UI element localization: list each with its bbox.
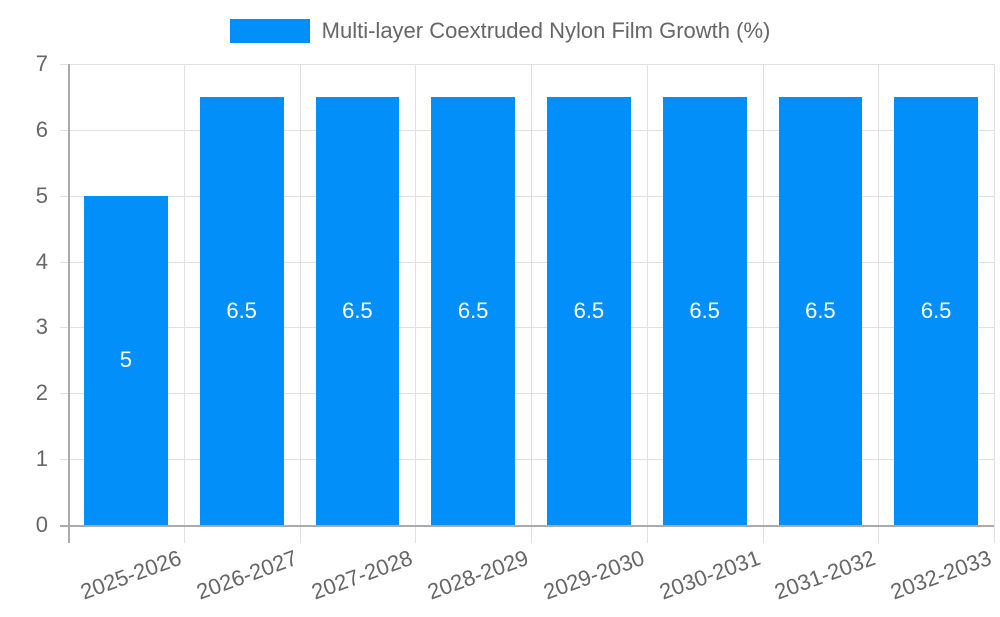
y-tick-label: 1 — [35, 446, 48, 472]
y-tick-label: 6 — [35, 116, 48, 142]
x-tick-label: 2027-2028 — [308, 545, 416, 605]
gridline-vertical — [994, 64, 995, 543]
bar[interactable] — [778, 96, 863, 525]
bar[interactable] — [547, 96, 631, 525]
gridline-horizontal — [60, 262, 994, 263]
chart-legend[interactable]: Multi-layer Coextruded Nylon Film Growth… — [0, 18, 1000, 44]
gridline-horizontal — [60, 393, 994, 394]
bar-value-label: 6.5 — [342, 297, 373, 323]
x-tick-label: 2028-2029 — [424, 545, 532, 605]
x-tick-label: 2031-2032 — [771, 545, 879, 605]
bar-value-label: 6.5 — [920, 297, 952, 323]
legend-label: Multi-layer Coextruded Nylon Film Growth… — [321, 18, 771, 43]
legend-swatch — [229, 19, 310, 43]
bar-value-label: 6.5 — [457, 297, 489, 323]
bar-chart: 0 1 2 3 4 5 6 7 5 6.5 6.5 6.5 6.5 6.5 6.5 6.5 2025-2026 2… — [35, 51, 995, 604]
gridline-vertical — [415, 64, 416, 543]
gridline-horizontal — [60, 130, 994, 131]
x-tick-label: 2025-2026 — [76, 545, 185, 605]
x-tick-label: 2029-2030 — [539, 545, 648, 605]
gridline-horizontal — [60, 196, 994, 197]
bar-value-label: 6.5 — [573, 297, 605, 323]
bar[interactable] — [84, 195, 168, 525]
gridline-vertical — [300, 64, 301, 543]
gridline-vertical — [184, 64, 185, 543]
bar[interactable] — [431, 96, 515, 525]
bar-value-label: 6.5 — [689, 297, 720, 323]
y-tick-label: 7 — [35, 51, 48, 76]
bar[interactable] — [894, 96, 978, 525]
gridline-horizontal — [60, 64, 994, 65]
y-tick-label: 4 — [35, 248, 48, 274]
y-tick-label: 2 — [35, 380, 48, 406]
y-tick-label: 0 — [35, 512, 48, 537]
y-tick-label: 5 — [35, 182, 48, 208]
gridline-vertical — [647, 64, 648, 543]
x-tick-label: 2032-2033 — [887, 545, 995, 605]
bar[interactable] — [315, 96, 400, 525]
x-axis — [60, 525, 994, 527]
y-axis — [68, 64, 70, 543]
gridline-vertical — [531, 64, 532, 543]
gridline-vertical — [763, 64, 764, 543]
gridline-horizontal — [60, 327, 994, 328]
bar[interactable] — [199, 96, 284, 525]
bar-value-label: 5 — [119, 347, 132, 373]
gridline-vertical — [878, 64, 879, 543]
y-tick-label: 3 — [35, 314, 48, 340]
bar[interactable] — [662, 96, 747, 525]
bar-value-label: 6.5 — [226, 297, 257, 323]
gridline-horizontal — [60, 459, 994, 460]
bar-value-label: 6.5 — [805, 297, 836, 323]
